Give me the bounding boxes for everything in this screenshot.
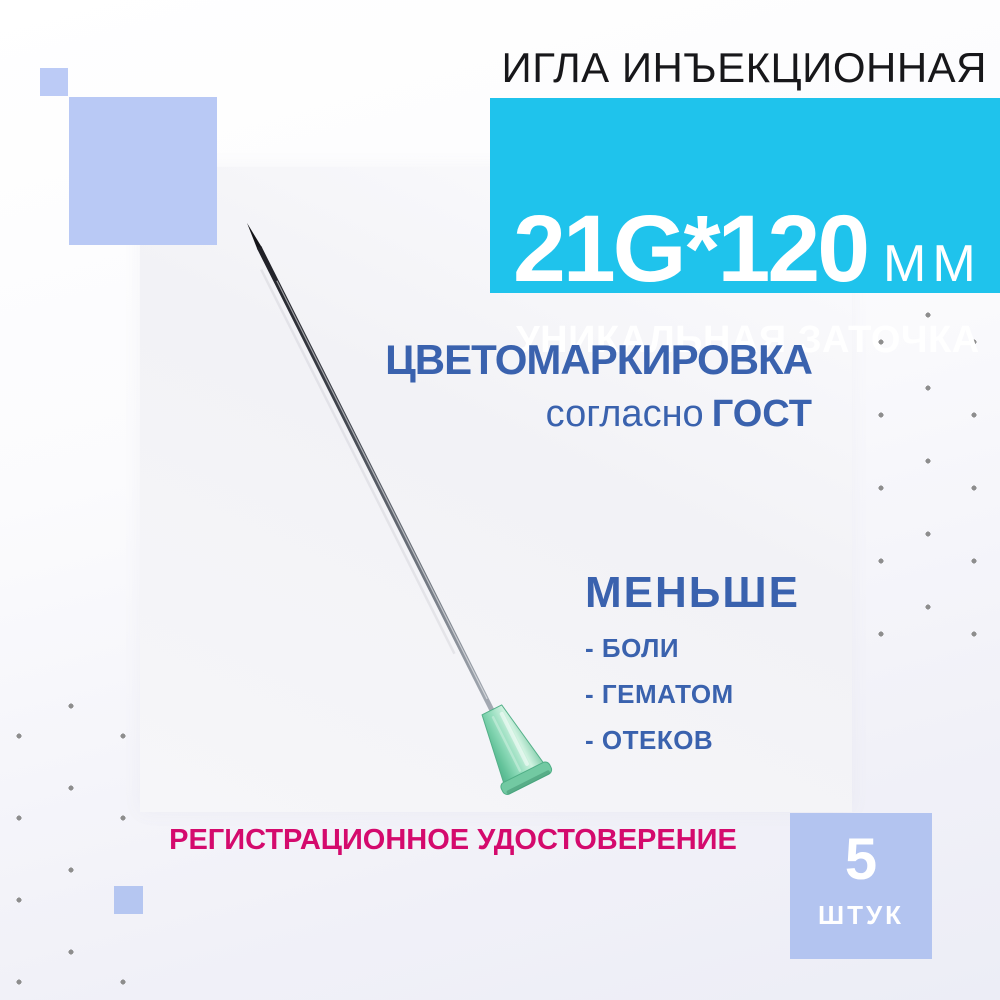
- quantity-unit: ШТУК: [817, 900, 905, 930]
- registration-note: РЕГИСТРАЦИОННОЕ УДОСТОВЕРЕНИЕ: [169, 824, 737, 856]
- benefit-item: - ОТЕКОВ: [585, 725, 714, 755]
- page-title: ИГЛА ИНЪЕКЦИОННАЯ: [501, 44, 987, 91]
- benefits-heading: МЕНЬШЕ: [585, 568, 800, 617]
- decor-square-large: [69, 97, 217, 245]
- benefit-item: - ГЕМАТОМ: [585, 679, 734, 709]
- color-marking-heading: ЦВЕТОМАРКИРОВКА: [385, 336, 813, 383]
- quantity-badge: 5 ШТУК: [790, 813, 932, 959]
- quantity-count: 5: [844, 827, 878, 892]
- benefit-item: - БОЛИ: [585, 633, 680, 663]
- color-marking-note: согласно ГОСТ: [385, 393, 812, 436]
- decor-square-small-bottom: [114, 886, 143, 914]
- benefits-block: МЕНЬШЕ - БОЛИ - ГЕМАТОМ - ОТЕКОВ: [585, 568, 800, 756]
- note-bold: ГОСТ: [711, 393, 812, 435]
- size-unit: ММ: [883, 235, 982, 293]
- dot-pattern-left: [8, 695, 140, 995]
- needle-size: 21G*120: [513, 196, 870, 302]
- needle-size-line: 21G*120 ММ: [513, 202, 982, 297]
- note-regular: согласно: [545, 393, 704, 435]
- spec-banner: 21G*120 ММ УНИКАЛЬНАЯ ЗАТОЧКА: [490, 98, 1000, 361]
- color-marking-block: ЦВЕТОМАРКИРОВКА согласно ГОСТ: [385, 336, 813, 436]
- decor-square-small-top: [40, 68, 68, 96]
